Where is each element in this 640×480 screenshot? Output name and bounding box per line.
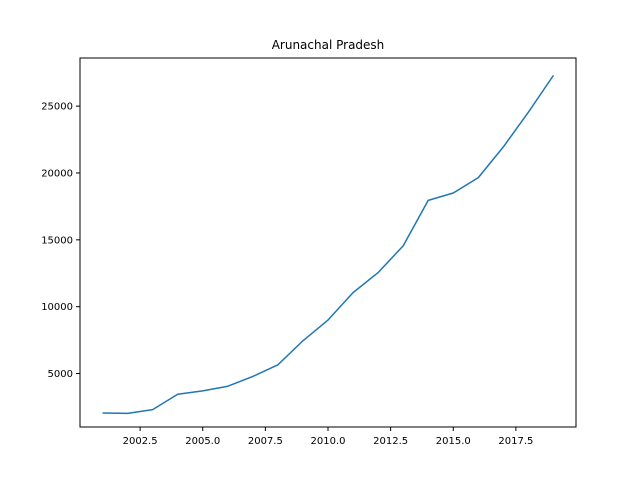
x-tick-label: 2002.5 [123,436,158,447]
y-tick-label: 10000 [41,302,73,313]
x-tick-label: 2012.5 [373,436,408,447]
series-line [102,74,555,415]
y-tick-label: 20000 [41,168,73,179]
x-tick-label: 2007.5 [248,436,283,447]
x-tick-label: 2010.0 [311,436,346,447]
plot-area: 2002.5 2005.0 2007.5 2010.0 2012.5 2015.0 2017… [41,74,555,447]
y-tick-label: 5000 [48,369,73,380]
y-tick-label: 25000 [41,102,73,113]
plot-frame [79,57,577,428]
x-tick-label: 2017.5 [498,436,533,447]
y-tick-label: 15000 [41,235,73,246]
x-tick-label: 2015.0 [436,436,471,447]
x-tick-label: 2005.0 [185,436,220,447]
chart-title: Arunachal Pradesh [272,38,385,52]
